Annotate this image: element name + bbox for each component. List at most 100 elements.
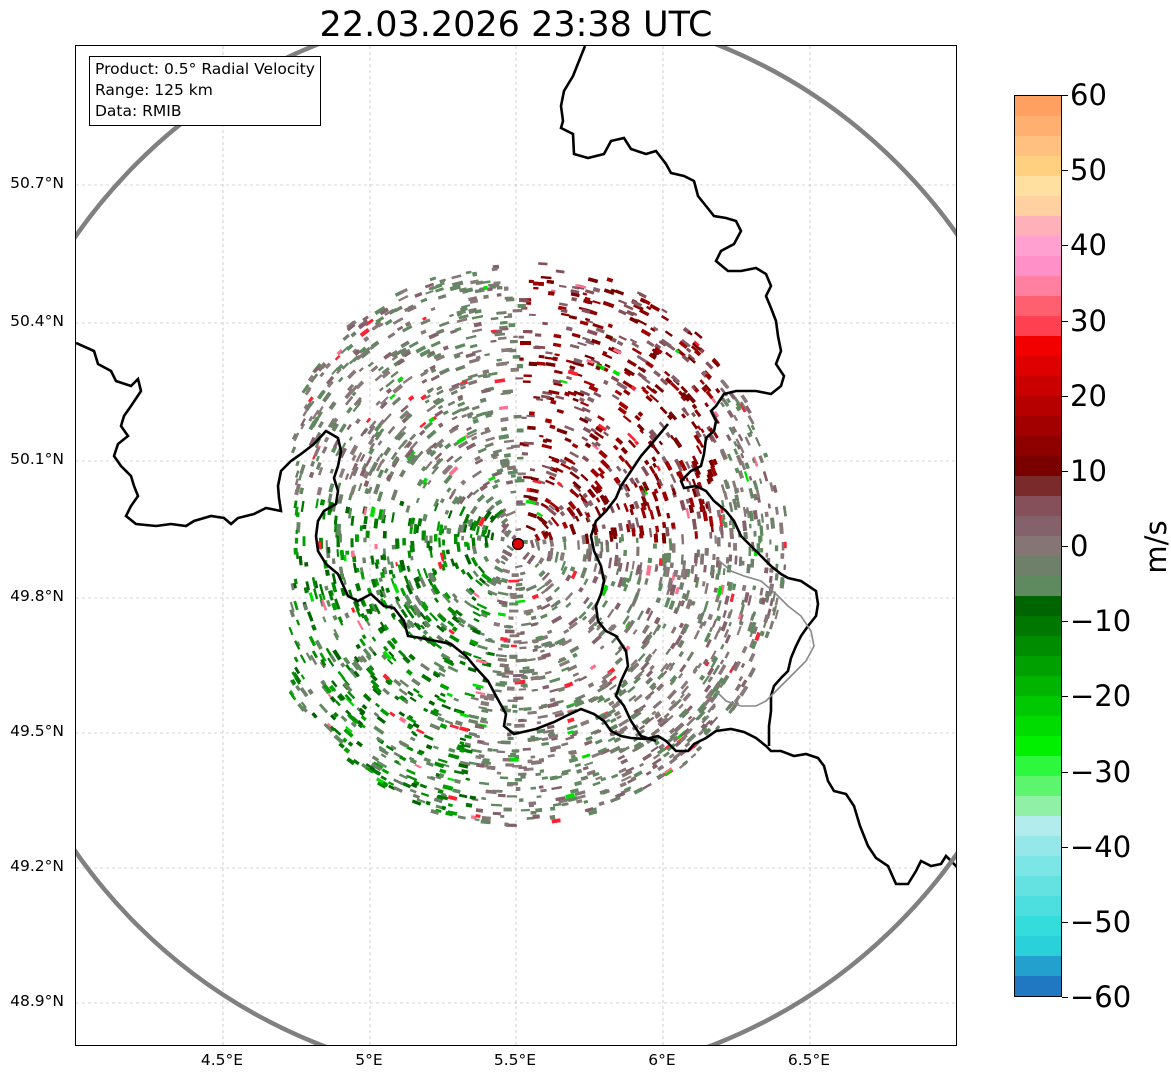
echo-pixel: [529, 468, 535, 472]
echo-pixel: [446, 528, 452, 534]
echo-pixel: [504, 286, 509, 291]
echo-pixel: [496, 285, 503, 290]
echo-pixel: [437, 758, 448, 764]
echo-pixel: [519, 798, 524, 802]
echo-pixel: [581, 436, 589, 442]
echo-pixel: [691, 385, 697, 391]
echo-pixel: [571, 297, 577, 302]
echo-pixel: [575, 794, 586, 800]
echo-pixel: [574, 790, 586, 797]
echo-pixel: [612, 369, 621, 377]
echo-pixel: [315, 461, 322, 470]
echo-pixel: [609, 745, 621, 754]
echo-pixel: [289, 601, 295, 613]
echo-pixel: [592, 323, 604, 330]
echo-pixel: [460, 306, 468, 312]
echo-pixel: [714, 594, 721, 603]
echo-pixel: [323, 436, 330, 443]
echo-pixel: [665, 648, 671, 655]
echo-pixel: [592, 781, 601, 787]
radar-map[interactable]: [75, 45, 957, 1046]
echo-pixel: [376, 456, 381, 463]
echo-pixel: [688, 480, 692, 487]
echo-pixel: [329, 654, 337, 663]
echo-pixel: [723, 628, 730, 638]
echo-pixel: [527, 759, 533, 764]
echo-pixel: [442, 560, 448, 568]
echo-pixel: [728, 501, 734, 513]
echo-pixel: [647, 557, 652, 563]
echo-pixel: [685, 347, 692, 353]
echo-pixel: [623, 549, 627, 556]
echo-pixel: [359, 525, 363, 531]
echo-pixel: [712, 458, 718, 466]
radar-site-marker[interactable]: [511, 537, 525, 551]
info-source: Data: RMIB: [95, 102, 182, 120]
echo-pixel: [654, 616, 661, 625]
echo-pixel: [538, 785, 544, 789]
echo-pixel: [410, 555, 414, 561]
echo-pixel: [419, 783, 428, 789]
echo-pixel: [691, 455, 699, 466]
colorbar-tick-label: 50: [1070, 153, 1107, 188]
echo-pixel: [417, 518, 423, 527]
echo-pixel: [770, 517, 776, 529]
echo-pixel: [309, 373, 319, 383]
echo-pixel: [544, 670, 552, 675]
echo-pixel: [658, 576, 663, 586]
echo-pixel: [298, 473, 303, 481]
echo-pixel: [360, 428, 367, 437]
echo-pixel: [484, 442, 494, 448]
echo-pixel: [540, 276, 552, 280]
echo-pixel: [739, 685, 749, 697]
echo-pixel: [775, 506, 779, 515]
echo-pixel: [517, 364, 523, 369]
echo-pixel: [293, 578, 298, 585]
echo-pixel: [748, 652, 756, 663]
echo-pixel: [349, 355, 359, 365]
echo-pixel: [459, 741, 465, 746]
echo-pixel: [743, 471, 750, 482]
echo-pixel: [438, 422, 444, 428]
echo-pixel: [337, 670, 346, 680]
echo-pixel: [375, 400, 381, 406]
echo-pixel: [346, 320, 355, 328]
echo-pixel: [444, 719, 454, 725]
echo-pixel: [371, 636, 377, 642]
echo-pixel: [441, 549, 447, 560]
echo-pixel: [306, 611, 314, 622]
echo-pixel: [706, 474, 712, 484]
echo-pixel: [451, 382, 461, 389]
echo-pixel: [459, 712, 469, 718]
echo-pixel: [399, 469, 406, 478]
echo-pixel: [551, 457, 560, 464]
echo-pixel: [515, 787, 521, 791]
echo-pixel: [437, 404, 444, 410]
echo-pixel: [333, 515, 338, 525]
echo-pixel: [423, 734, 434, 741]
echo-pixel: [402, 782, 412, 789]
echo-pixel: [427, 479, 432, 485]
echo-pixel: [637, 653, 646, 662]
echo-pixel: [386, 658, 394, 665]
echo-pixel: [670, 473, 677, 484]
echo-pixel: [507, 737, 514, 740]
echo-pixel: [471, 545, 478, 555]
echo-pixel: [677, 734, 688, 744]
echo-pixel: [529, 539, 535, 549]
echo-pixel: [621, 679, 628, 685]
echo-pixel: [435, 457, 442, 464]
echo-pixel: [625, 492, 631, 498]
echo-pixel: [550, 516, 560, 527]
echo-pixel: [764, 511, 769, 518]
echo-pixel: [472, 591, 480, 598]
echo-pixel: [374, 374, 383, 382]
echo-pixel: [605, 424, 611, 430]
echo-pixel: [591, 338, 601, 346]
echo-pixel: [724, 651, 730, 659]
echo-pixel: [347, 369, 357, 380]
echo-pixel: [746, 424, 754, 435]
echo-pixel: [500, 321, 508, 325]
echo-pixel: [550, 399, 557, 405]
echo-pixel: [555, 395, 565, 400]
